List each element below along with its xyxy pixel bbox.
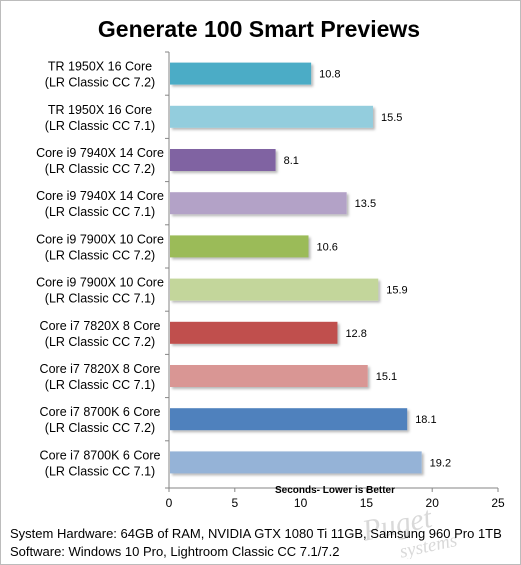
category-label-line: (LR Classic CC 7.1) — [45, 464, 155, 478]
category-label-line: TR 1950X 16 Core — [48, 103, 152, 117]
bar — [170, 278, 379, 301]
category-label: Core i7 8700K 6 Core (LR Classic CC 7.2) — [40, 405, 161, 435]
category-label-line: Core i7 8700K 6 Core — [40, 448, 161, 462]
category-label-line: (LR Classic CC 7.2) — [45, 335, 155, 349]
x-tick-label: 5 — [231, 496, 238, 510]
bar — [170, 235, 309, 258]
bar — [170, 62, 312, 85]
category-label-line: (LR Classic CC 7.2) — [45, 421, 155, 435]
x-tick-label: 0 — [166, 496, 173, 510]
category-label-line: (LR Classic CC 7.1) — [45, 378, 155, 392]
bar — [170, 192, 347, 215]
bar — [170, 321, 338, 344]
category-label: Core i7 7820X 8 Core (LR Classic CC 7.2) — [40, 319, 161, 349]
category-label-line: (LR Classic CC 7.2) — [45, 162, 155, 176]
category-label-line: (LR Classic CC 7.1) — [45, 119, 155, 133]
software-note: Software: Windows 10 Pro, Lightroom Clas… — [10, 544, 340, 559]
bar — [170, 105, 373, 128]
bar-value-label: 10.8 — [319, 69, 340, 81]
x-axis-label: Seconds- Lower is Better — [275, 485, 395, 496]
x-tick-label: 25 — [491, 496, 505, 510]
category-label-line: Core i9 7940X 14 Core — [36, 146, 164, 160]
bar — [170, 365, 368, 387]
category-label-line: (LR Classic CC 7.2) — [45, 76, 155, 90]
category-label: TR 1950X 16 Core (LR Classic CC 7.2) — [45, 60, 155, 90]
bar — [170, 451, 422, 474]
category-label-line: (LR Classic CC 7.1) — [45, 292, 155, 306]
category-label: Core i7 7820X 8 Core (LR Classic CC 7.1) — [40, 362, 161, 392]
category-label-line: Core i9 7900X 10 Core — [36, 232, 164, 246]
bar-value-label: 15.1 — [376, 371, 397, 383]
bar-value-label: 8.1 — [284, 155, 299, 167]
category-label-line: Core i7 7820X 8 Core — [40, 362, 161, 376]
category-label: Core i7 8700K 6 Core (LR Classic CC 7.1) — [40, 448, 161, 478]
x-tick-label: 20 — [426, 496, 440, 510]
category-label-line: (LR Classic CC 7.1) — [45, 205, 155, 219]
category-label-line: Core i7 8700K 6 Core — [40, 405, 161, 419]
chart-title: Generate 100 Smart Previews — [98, 16, 420, 42]
category-label: Core i9 7900X 10 Core (LR Classic CC 7.1) — [36, 276, 164, 306]
bar — [170, 408, 408, 431]
category-label-line: (LR Classic CC 7.2) — [45, 248, 155, 262]
plot-area: 10.8 TR 1950X 16 Core (LR Classic CC 7.2) 1… — [36, 51, 505, 510]
bar — [170, 149, 276, 171]
category-label-line: TR 1950X 16 Core — [48, 60, 152, 74]
bar-value-label: 10.6 — [316, 241, 337, 253]
bar-value-label: 18.1 — [415, 414, 436, 426]
bar-value-label: 15.5 — [381, 112, 402, 124]
x-tick-label: 10 — [294, 496, 308, 510]
category-label-line: Core i9 7940X 14 Core — [36, 189, 164, 203]
category-label: Core i9 7940X 14 Core (LR Classic CC 7.2) — [36, 146, 164, 176]
bar-value-label: 15.9 — [386, 285, 407, 297]
category-label: Core i9 7940X 14 Core (LR Classic CC 7.1) — [36, 189, 164, 219]
category-label-line: Core i7 7820X 8 Core — [40, 319, 161, 333]
category-label: Core i9 7900X 10 Core (LR Classic CC 7.2) — [36, 232, 164, 262]
category-label: TR 1950X 16 Core (LR Classic CC 7.1) — [45, 103, 155, 133]
bar-value-label: 12.8 — [345, 328, 366, 340]
x-tick-label: 15 — [360, 496, 374, 510]
bar-value-label: 13.5 — [355, 198, 376, 210]
bar-value-label: 19.2 — [430, 457, 451, 469]
system-hardware-note: System Hardware: 64GB of RAM, NVIDIA GTX… — [10, 526, 502, 541]
category-label-line: Core i9 7900X 10 Core — [36, 276, 164, 290]
